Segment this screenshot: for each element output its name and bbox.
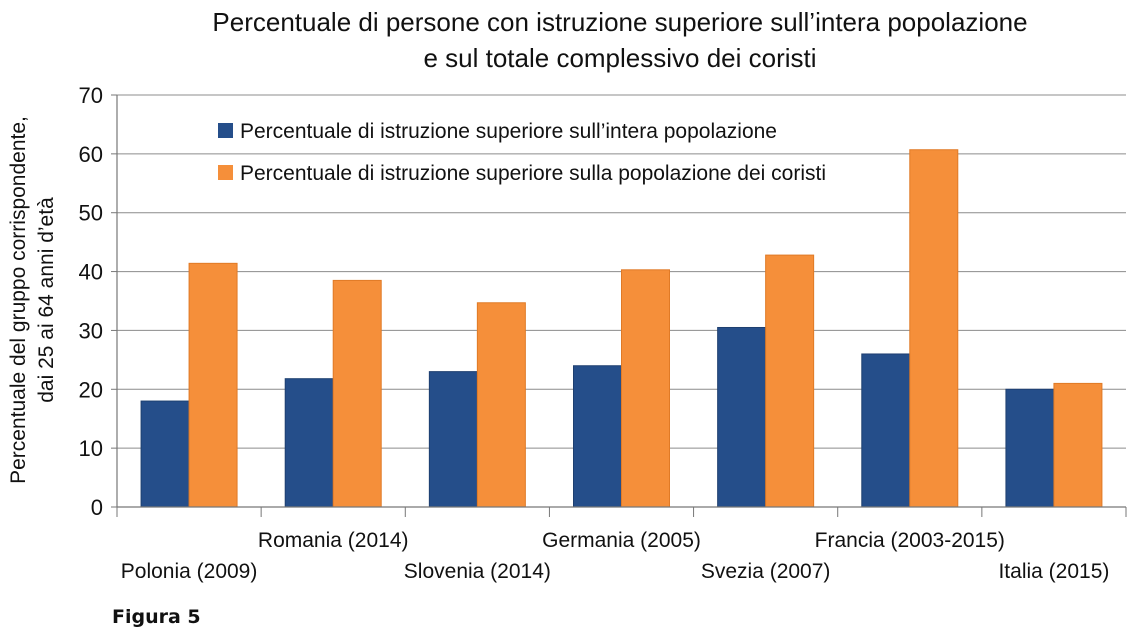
- y-tick-label: 70: [79, 83, 103, 108]
- x-tick-label: Slovenia (2014): [404, 560, 551, 583]
- y-tick-label: 0: [91, 495, 103, 520]
- legend-label: Percentuale di istruzione superiore sull…: [240, 162, 826, 185]
- bar-coristi: [621, 269, 670, 508]
- x-tick-label: Romania (2014): [258, 529, 409, 552]
- y-tick-label: 30: [79, 318, 103, 343]
- y-axis-label-line-2: dai 25 ai 64 anni d’età: [35, 197, 58, 403]
- y-tick-labels: 0 10 20 30 40 50 60 70: [79, 83, 117, 520]
- legend-swatch: [218, 165, 233, 180]
- bar-coristi: [765, 254, 815, 508]
- y-tick-label: 50: [79, 201, 103, 226]
- bar-coristi: [188, 262, 238, 508]
- legend-swatch: [218, 123, 233, 138]
- y-tick-label: 10: [79, 436, 103, 461]
- legend: Percentuale di istruzione superiore sull…: [218, 120, 826, 185]
- chart-title-line-1: Percentuale di persone con istruzione su…: [212, 7, 1028, 37]
- bar-coristi: [476, 302, 526, 508]
- bar-popolazione: [1005, 388, 1055, 508]
- figure-label: Figura 5: [112, 606, 201, 628]
- chart-title: Percentuale di persone con istruzione su…: [0, 4, 1140, 76]
- y-tick-label: 20: [79, 377, 103, 402]
- x-tick-labels: Polonia (2009)Romania (2014) Slovenia (20…: [121, 529, 1110, 583]
- x-tick-label: Svezia (2007): [701, 560, 831, 583]
- y-tick-label: 40: [79, 260, 103, 285]
- bar-popolazione: [573, 365, 622, 508]
- bar-popolazione: [428, 371, 478, 508]
- y-tick-label: 60: [79, 142, 103, 167]
- bar-popolazione: [284, 378, 334, 508]
- axes: [116, 95, 1127, 517]
- bar-coristi: [332, 279, 382, 508]
- bars: [140, 149, 1103, 508]
- bar-popolazione: [717, 326, 767, 508]
- legend-label: Percentuale di istruzione superiore sull…: [240, 120, 777, 143]
- bar-coristi: [909, 149, 959, 508]
- chart-title-line-2: e sul totale complessivo dei coristi: [423, 43, 817, 73]
- x-tick-label: Italia (2015): [998, 560, 1109, 583]
- x-tick-label: Polonia (2009): [121, 560, 258, 583]
- bar-popolazione: [861, 353, 911, 508]
- bar-coristi: [1053, 382, 1103, 508]
- y-axis-label-line-1: Percentuale del gruppo corrispondente,: [7, 116, 30, 484]
- x-tick-label: Germania (2005): [542, 529, 701, 552]
- bar-popolazione: [140, 400, 190, 508]
- x-tick-label: Francia (2003-2015): [815, 529, 1005, 552]
